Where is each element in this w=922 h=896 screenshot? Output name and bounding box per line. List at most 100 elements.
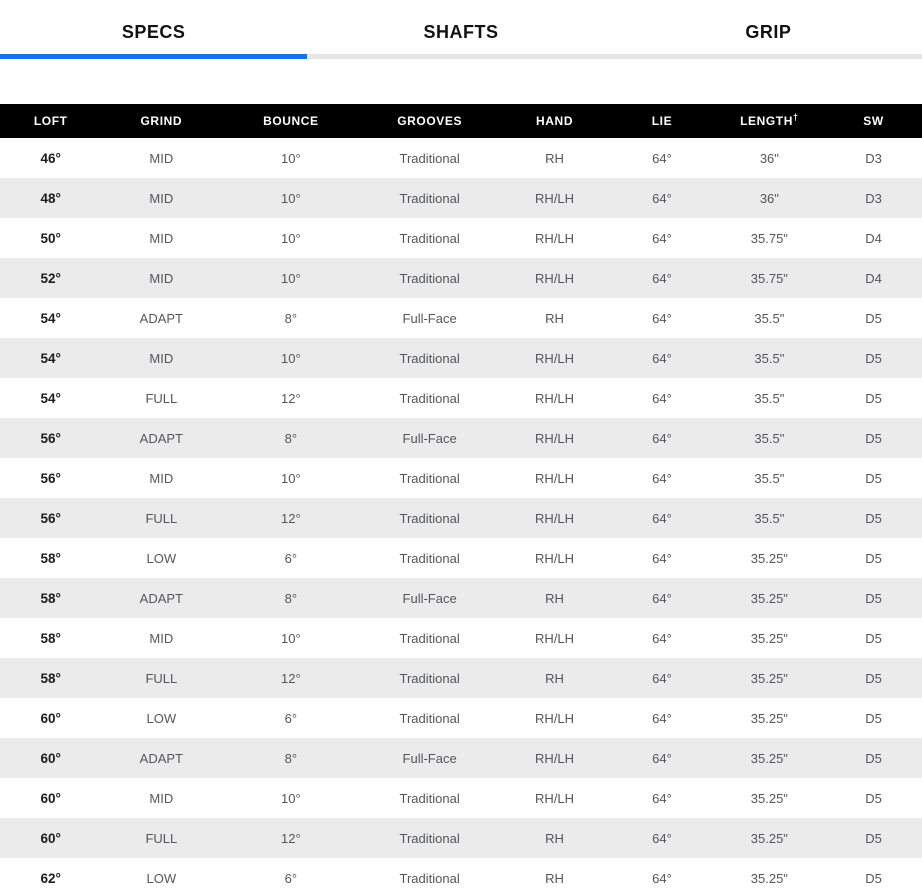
cell-sw: D4: [865, 230, 882, 246]
cell-length: 36": [759, 190, 779, 206]
cell-lie: 64°: [652, 350, 672, 366]
cell-bounce: 8°: [284, 310, 298, 326]
cell-hand: RH: [545, 830, 564, 846]
cell-bounce: 6°: [284, 550, 298, 566]
cell-grind: ADAPT: [139, 590, 183, 606]
cell-sw: D5: [865, 310, 882, 326]
cell-hand: RH/LH: [535, 390, 575, 406]
cell-loft: 54°: [40, 350, 61, 366]
cell-length: 35.75": [750, 270, 788, 286]
cell-sw: D5: [865, 750, 882, 766]
cell-sw: D5: [865, 470, 882, 486]
cell-length: 35.5": [754, 470, 785, 486]
cell-lie: 64°: [652, 430, 672, 446]
cell-bounce: 10°: [281, 350, 301, 366]
cell-grind: ADAPT: [139, 750, 183, 766]
cell-grooves: Traditional: [399, 150, 460, 166]
cell-bounce: 12°: [281, 510, 301, 526]
cell-loft: 50°: [40, 230, 61, 246]
cell-sw: D5: [865, 830, 882, 846]
cell-sw: D5: [865, 550, 882, 566]
cell-length: 35.25": [750, 670, 788, 686]
cell-hand: RH: [545, 590, 564, 606]
cell-grind: FULL: [145, 830, 178, 846]
spec-row: 58° ADAPT 8° Full-Face RH 64° 35.25" D5: [0, 578, 922, 618]
cell-loft: 60°: [40, 790, 61, 806]
cell-grind: FULL: [145, 670, 178, 686]
cell-loft: 54°: [40, 390, 61, 406]
cell-grind: MID: [149, 630, 174, 646]
cell-lie: 64°: [652, 470, 672, 486]
cell-grind: LOW: [146, 550, 177, 566]
cell-lie: 64°: [652, 270, 672, 286]
cell-lie: 64°: [652, 390, 672, 406]
cell-grooves: Full-Face: [402, 590, 457, 606]
cell-length: 36": [759, 150, 779, 166]
cell-loft: 54°: [40, 310, 61, 326]
cell-sw: D3: [865, 190, 882, 206]
cell-loft: 56°: [40, 510, 61, 526]
cell-loft: 58°: [40, 590, 61, 606]
column-header-loft: LOFT: [0, 104, 102, 138]
cell-loft: 52°: [40, 270, 61, 286]
spec-row: 62° LOW 6° Traditional RH 64° 35.25" D5: [0, 858, 922, 896]
cell-hand: RH/LH: [535, 710, 575, 726]
spec-row: 52° MID 10° Traditional RH/LH 64° 35.75" D4: [0, 258, 922, 298]
spec-row: 60° MID 10° Traditional RH/LH 64° 35.25" D5: [0, 778, 922, 818]
cell-grooves: Traditional: [399, 550, 460, 566]
cell-grooves: Traditional: [399, 190, 460, 206]
tab-specs[interactable]: SPECS: [0, 22, 308, 59]
spec-row: 60° ADAPT 8° Full-Face RH/LH 64° 35.25" D5: [0, 738, 922, 778]
cell-length: 35.25": [750, 830, 788, 846]
cell-bounce: 10°: [281, 230, 301, 246]
cell-bounce: 8°: [284, 590, 298, 606]
cell-grooves: Traditional: [399, 230, 460, 246]
cell-length: 35.5": [754, 510, 785, 526]
cell-loft: 56°: [40, 430, 61, 446]
specs-table: LOFT GRIND BOUNCE GROOVES HAND LIE LENGTH† SW 4…: [0, 104, 922, 896]
spec-row: 46° MID 10° Traditional RH 64° 36" D3: [0, 138, 922, 178]
cell-length: 35.5": [754, 350, 785, 366]
cell-grooves: Traditional: [399, 830, 460, 846]
cell-loft: 60°: [40, 710, 61, 726]
cell-lie: 64°: [652, 550, 672, 566]
spec-row: 58° MID 10° Traditional RH/LH 64° 35.25" D5: [0, 618, 922, 658]
cell-length: 35.25": [750, 630, 788, 646]
cell-loft: 56°: [40, 470, 61, 486]
cell-bounce: 8°: [284, 750, 298, 766]
cell-lie: 64°: [652, 870, 672, 886]
cell-loft: 60°: [40, 830, 61, 846]
cell-bounce: 8°: [284, 430, 298, 446]
cell-grind: MID: [149, 190, 174, 206]
cell-sw: D5: [865, 670, 882, 686]
cell-hand: RH/LH: [535, 630, 575, 646]
column-header-length: LENGTH†: [713, 104, 826, 138]
cell-loft: 46°: [40, 150, 61, 166]
cell-bounce: 12°: [281, 670, 301, 686]
cell-hand: RH: [545, 870, 564, 886]
cell-grooves: Traditional: [399, 510, 460, 526]
spec-row: 58° LOW 6° Traditional RH/LH 64° 35.25" D5: [0, 538, 922, 578]
tab-grip[interactable]: GRIP: [614, 22, 922, 59]
cell-length: 35.5": [754, 430, 785, 446]
cell-grooves: Traditional: [399, 350, 460, 366]
cell-grind: ADAPT: [139, 310, 183, 326]
spec-row: 60° LOW 6° Traditional RH/LH 64° 35.25" D5: [0, 698, 922, 738]
cell-grind: FULL: [145, 510, 178, 526]
cell-loft: 58°: [40, 550, 61, 566]
cell-length: 35.25": [750, 590, 788, 606]
cell-lie: 64°: [652, 750, 672, 766]
cell-length: 35.25": [750, 790, 788, 806]
tab-shafts[interactable]: SHAFTS: [307, 22, 615, 59]
cell-sw: D5: [865, 710, 882, 726]
cell-grooves: Traditional: [399, 670, 460, 686]
cell-lie: 64°: [652, 230, 672, 246]
cell-grind: MID: [149, 350, 174, 366]
column-header-bounce: BOUNCE: [221, 104, 361, 138]
cell-hand: RH/LH: [535, 430, 575, 446]
cell-hand: RH/LH: [535, 550, 575, 566]
spec-row: 50° MID 10° Traditional RH/LH 64° 35.75" D4: [0, 218, 922, 258]
cell-sw: D5: [865, 430, 882, 446]
cell-bounce: 10°: [281, 270, 301, 286]
cell-bounce: 10°: [281, 790, 301, 806]
